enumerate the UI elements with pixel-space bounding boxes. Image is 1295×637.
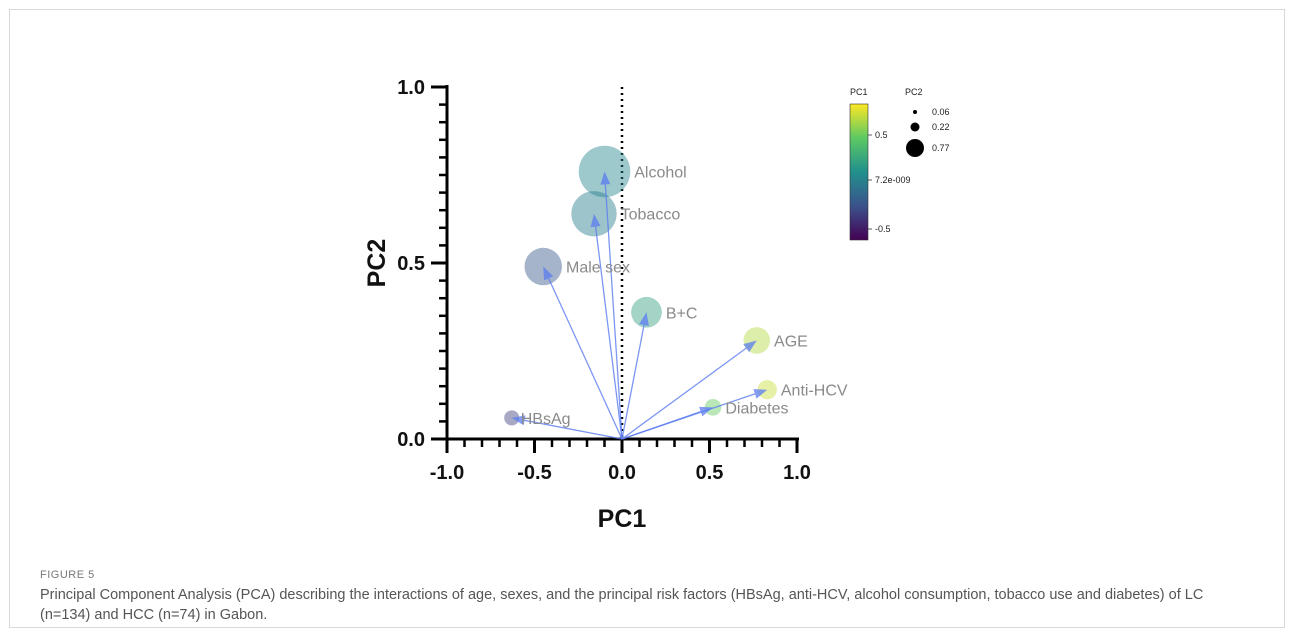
figure-caption: Principal Component Analysis (PCA) descr… [40,587,1204,623]
y-tick-label: 1.0 [397,77,425,99]
loading-arrow [621,312,649,440]
size-legend-dot [906,139,924,157]
size-legend-dot [910,122,920,132]
arrow-head [600,171,611,185]
colorbar [849,103,869,241]
figure-label: FIGURE 5 [40,569,95,581]
size-legend-dot [913,110,917,114]
colorbar-tick-label: -0.5 [875,224,891,234]
point-label: Male sex [566,260,630,277]
colorbar-tick-label: 0.5 [875,130,888,140]
arrow-shaft [621,410,701,440]
point-bubble [757,380,777,400]
x-axis-title: PC1 [598,505,647,533]
x-tick-label: -0.5 [517,462,551,484]
x-tick-label: -1.0 [430,462,464,484]
point-label: Diabetes [725,400,788,417]
size-legend-title: PC2 [905,87,923,97]
arrow-shaft [594,226,623,440]
arrow-shaft [621,347,747,440]
loading-arrow [621,406,713,440]
loading-arrow [600,171,623,440]
y-tick-label: 0.0 [397,429,425,451]
arrow-head [753,389,768,399]
y-tick-label: 0.5 [397,253,425,275]
arrow-shaft [524,419,623,440]
arrow-head [699,406,713,417]
color-legend: PC1 0.5 7.2e-009 -0.5 [849,87,911,241]
point-label: Alcohol [634,164,686,181]
size-legend-label: 0.77 [932,143,950,153]
arrow-head [511,415,526,426]
loading-arrow [511,415,623,440]
loading-arrow [590,213,623,440]
x-tick-label: 0.0 [608,462,636,484]
point-label: AGE [774,333,808,350]
point-label: B+C [666,305,698,322]
chart-arrows [511,171,768,440]
loading-arrow [621,340,757,440]
arrow-head [743,340,757,353]
chart-axes: 0.0 0.5 1.0 -1.0 -0.5 0.0 0.5 1.0 PC1 PC2 [363,77,811,533]
size-legend-label: 0.06 [932,107,950,117]
loading-arrow [543,266,623,440]
size-legend-label: 0.22 [932,122,950,132]
point-label: HBsAg [521,411,571,428]
arrow-head [639,312,649,326]
arrow-head [543,266,554,281]
size-legend: PC2 0.06 0.22 0.77 [905,87,950,157]
pca-chart: 0.0 0.5 1.0 -1.0 -0.5 0.0 0.5 1.0 PC1 PC2 Alcohol… [363,77,950,533]
y-axis-title: PC2 [363,239,391,288]
arrow-head [590,213,601,228]
arrow-shaft [604,184,623,440]
color-legend-title: PC1 [850,87,868,97]
arrow-shaft [548,278,623,440]
figure-frame [9,9,1285,628]
x-tick-label: 1.0 [783,462,811,484]
arrow-shaft [621,324,645,440]
chart-point-labels: Alcohol Tobacco Male sex B+C AGE Anti-HCVDiab… [521,164,848,427]
colorbar-tick-label: 7.2e-009 [875,175,911,185]
point-label: Anti-HCV [781,383,848,400]
chart-points [504,145,777,426]
x-tick-label: 0.5 [696,462,724,484]
point-label: Tobacco [621,207,681,224]
